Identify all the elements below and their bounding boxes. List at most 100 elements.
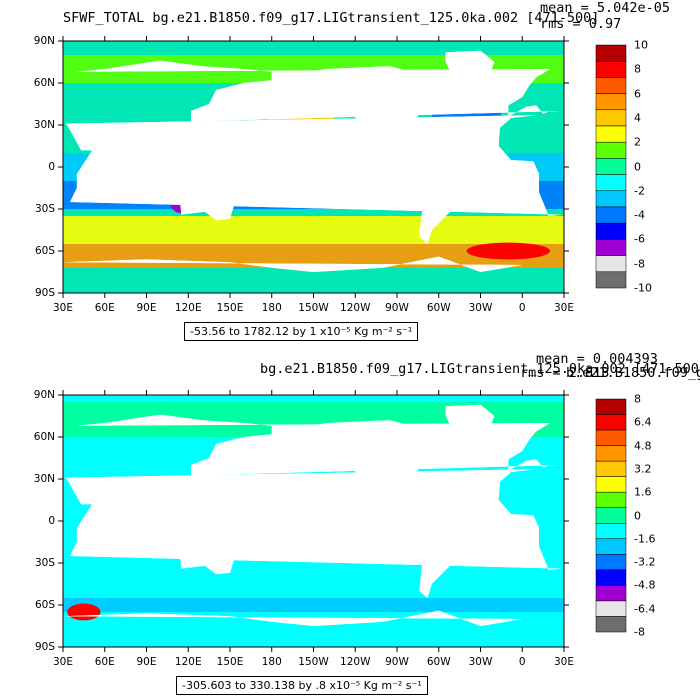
lon-tick-label: 150W <box>298 656 329 668</box>
lon-tick-label: 30W <box>468 302 493 314</box>
colorbar-label: -10 <box>634 281 652 295</box>
lon-tick-label: 0 <box>518 656 526 668</box>
lat-tick-label: 0 <box>48 515 55 527</box>
land-africa <box>65 115 562 216</box>
anomaly-patch <box>466 242 551 260</box>
colorbar-swatch <box>595 600 627 617</box>
colorbar-swatch <box>595 491 627 508</box>
colorbar-label: -8 <box>634 625 645 639</box>
colorbar-label: 0 <box>634 509 641 522</box>
anomaly-band <box>63 216 564 244</box>
lon-tick-label: 30E <box>53 656 73 668</box>
colorbar-label: 8 <box>634 392 641 406</box>
lat-tick-label: 90S <box>34 287 55 299</box>
panel-title: bg.e21.B1850.f09_g17.LIGtransient_125.0k… <box>260 361 700 377</box>
ocean-field <box>63 41 564 293</box>
lon-tick-label: 150E <box>216 656 244 668</box>
colorbar-label: 6.4 <box>634 415 652 429</box>
lon-tick-label: 120W <box>340 302 371 314</box>
lat-tick-label: 0 <box>48 161 55 173</box>
lon-tick-label: 180 <box>261 302 282 314</box>
anomaly-band <box>63 598 564 612</box>
colorbar-swatch <box>595 507 627 524</box>
colorbar-swatch <box>595 554 627 571</box>
colorbar-label: 6 <box>634 87 641 101</box>
lon-tick-label: 60E <box>94 656 115 668</box>
panel-title: SFWF_TOTAL bg.e21.B1850.f09_g17.LIGtrans… <box>63 10 600 26</box>
mean-stat: mean = 5.042e-05 <box>540 0 671 16</box>
lat-tick-label: 30N <box>33 473 55 485</box>
colorbar-label: -8 <box>634 257 645 271</box>
land-indonesia <box>153 160 223 179</box>
lat-tick-label: 90N <box>33 389 55 401</box>
lon-tick-label: 90W <box>385 656 409 668</box>
lon-tick-label: 150W <box>298 302 329 314</box>
lon-tick-label: 30E <box>53 302 73 314</box>
lat-tick-label: 60S <box>34 599 55 611</box>
lon-tick-label: 30W <box>468 656 493 668</box>
colorbar-swatch <box>595 445 627 462</box>
land-antarctica <box>63 610 523 647</box>
lat-tick-label: 90S <box>34 641 55 653</box>
colorbar-label: -6.4 <box>634 602 656 616</box>
land-eurasia <box>70 414 562 510</box>
lon-tick-label: 30E <box>554 302 574 314</box>
colorbar-swatch <box>595 569 627 586</box>
colorbar-label: 8 <box>634 62 641 76</box>
lat-tick-label: 60S <box>34 245 55 257</box>
colorbar-label: 2 <box>634 135 641 149</box>
lon-tick-label: 60W <box>426 656 451 668</box>
lon-tick-label: 30E <box>554 656 574 668</box>
land-eurasia <box>70 60 562 156</box>
land-antarctica <box>63 256 523 293</box>
colorbar-swatch <box>595 398 627 415</box>
colorbar-swatch <box>595 523 627 540</box>
colorbar-label: 3.2 <box>634 462 652 476</box>
colorbar-label: 1.6 <box>634 485 652 499</box>
colorbar-swatch <box>595 538 627 555</box>
colorbar-label: 4 <box>634 111 641 125</box>
colorbar-label: -4 <box>634 208 645 222</box>
ocean-field <box>63 395 564 647</box>
rms-stat: rms = 0.97 <box>540 16 622 32</box>
lon-tick-label: 180 <box>261 656 282 668</box>
colorbar-swatch <box>595 476 627 493</box>
anomaly-patch <box>67 603 101 621</box>
colorbar-swatch <box>595 585 627 602</box>
colorbar-swatch <box>595 271 627 289</box>
colorbar-label: -2 <box>634 184 645 198</box>
overlay-title: b.e21.B1850.f09_g1 <box>566 365 700 381</box>
lat-tick-label: 60N <box>33 431 55 443</box>
colorbar-label: 10 <box>634 38 648 52</box>
colorbar-swatch <box>595 429 627 446</box>
colorbar-label: -4.8 <box>634 578 656 592</box>
lon-tick-label: 90E <box>136 656 157 668</box>
contour-range-label: -53.56 to 1782.12 by 1 x10⁻⁵ Kg m⁻² s⁻¹ <box>184 322 419 341</box>
land-australia <box>179 182 235 221</box>
lat-tick-label: 30S <box>34 203 55 215</box>
lon-tick-label: 120W <box>340 656 371 668</box>
lon-tick-label: 60E <box>94 302 115 314</box>
lon-tick-label: 120E <box>174 302 202 314</box>
colorbar-swatch <box>595 616 627 633</box>
land-australia <box>179 536 235 575</box>
rms-stat: rms = 2.813 <box>520 365 610 381</box>
colorbar-label: 4.8 <box>634 439 652 453</box>
mean-stat: mean = 0.004393 <box>536 351 658 367</box>
lon-tick-label: 150E <box>216 302 244 314</box>
lat-tick-label: 30S <box>34 557 55 569</box>
lon-tick-label: 0 <box>518 302 526 314</box>
lon-tick-label: 60W <box>426 302 451 314</box>
colorbar-swatch <box>595 414 627 431</box>
lon-tick-label: 90E <box>136 302 157 314</box>
lat-tick-label: 90N <box>33 35 55 47</box>
colorbar-label: -3.2 <box>634 555 656 569</box>
lon-tick-label: 120E <box>174 656 202 668</box>
lat-tick-label: 30N <box>33 119 55 131</box>
colorbar-label: 0 <box>634 160 641 173</box>
colorbar-label: -6 <box>634 232 645 246</box>
land-africa <box>65 469 562 570</box>
contour-range-label: -305.603 to 330.138 by .8 x10⁻⁵ Kg m⁻² s… <box>176 676 428 695</box>
